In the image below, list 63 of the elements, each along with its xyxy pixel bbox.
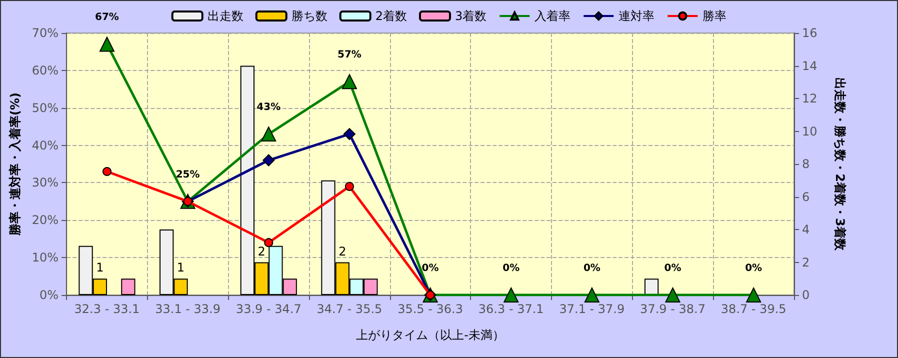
x-tick-label: 37.1 - 37.9 <box>559 302 625 316</box>
y-tick-label: 0% <box>40 288 59 302</box>
point <box>99 36 114 52</box>
y2-tick-label: 16 <box>802 26 818 40</box>
x-tick-label: 33.1 - 33.9 <box>155 302 221 316</box>
point <box>584 288 600 302</box>
point <box>102 166 112 176</box>
legend-label: 勝ち数 <box>291 9 328 23</box>
data-label: 2 <box>338 244 346 258</box>
x-tick-label: 37.9 - 38.7 <box>640 302 706 316</box>
y2-tick-label: 10 <box>802 124 818 138</box>
x-tick-label: 35.5 - 36.3 <box>398 302 463 316</box>
x-axis-title: 上がりタイム（以上-未満） <box>356 328 504 342</box>
y-tick-label: 20% <box>32 213 59 228</box>
y-tick-label: 30% <box>32 176 59 190</box>
data-label: 0% <box>583 263 600 274</box>
y2-tick-label: 6 <box>802 190 810 204</box>
data-label: 0% <box>502 263 520 274</box>
y-tick-label: 50% <box>32 100 59 115</box>
bar <box>644 278 659 295</box>
data-label: 25% <box>176 169 200 180</box>
y2-tick-label: 0 <box>802 288 810 302</box>
legend-label: 入着率 <box>534 9 571 23</box>
y2-axis-title: 出走数・勝ち数・2着数・3着数 <box>833 78 847 252</box>
point <box>504 288 519 302</box>
legend-label: 勝率 <box>702 9 727 23</box>
bar <box>121 278 136 295</box>
legend-label: 2着数 <box>375 9 408 23</box>
data-label: 0% <box>422 263 439 274</box>
x-tick-label: 33.9 - 34.7 <box>236 302 302 316</box>
y2-tick-label: 14 <box>802 58 818 73</box>
point <box>343 128 356 140</box>
y2-tick-label: 2 <box>802 255 810 270</box>
data-label: 57% <box>337 50 362 61</box>
x-tick-label: 34.7 - 35.5 <box>316 302 382 316</box>
data-label: 43% <box>256 102 281 114</box>
point <box>261 126 276 142</box>
data-label: 0% <box>664 263 682 274</box>
data-label: 1 <box>96 260 104 275</box>
y2-tick-label: 8 <box>802 157 810 171</box>
point <box>746 288 762 302</box>
y-tick-label: 40% <box>32 138 59 152</box>
data-label: 0% <box>745 263 762 274</box>
y-tick-label: 10% <box>32 250 59 265</box>
point <box>264 238 274 248</box>
x-tick-label: 38.7 - 39.5 <box>720 302 786 316</box>
point <box>665 288 680 302</box>
y-tick-label: 70% <box>32 26 59 40</box>
legend-label: 3着数 <box>455 9 487 23</box>
y-tick-label: 60% <box>32 63 59 78</box>
y2-tick-label: 12 <box>802 92 818 106</box>
data-label: 2 <box>258 244 266 258</box>
data-label: 67% <box>95 12 119 24</box>
point <box>342 74 357 90</box>
x-tick-label: 36.3 - 37.1 <box>478 302 544 316</box>
data-label: 1 <box>176 260 185 275</box>
legend-label: 出走数 <box>207 9 244 23</box>
legend-label: 連対率 <box>618 9 655 23</box>
point <box>344 182 354 191</box>
point <box>262 154 275 166</box>
y2-tick-label: 4 <box>802 222 810 236</box>
y-axis-title: 勝率・連対率・入着率(%) <box>8 92 22 236</box>
x-tick-label: 32.3 - 33.1 <box>74 302 140 316</box>
